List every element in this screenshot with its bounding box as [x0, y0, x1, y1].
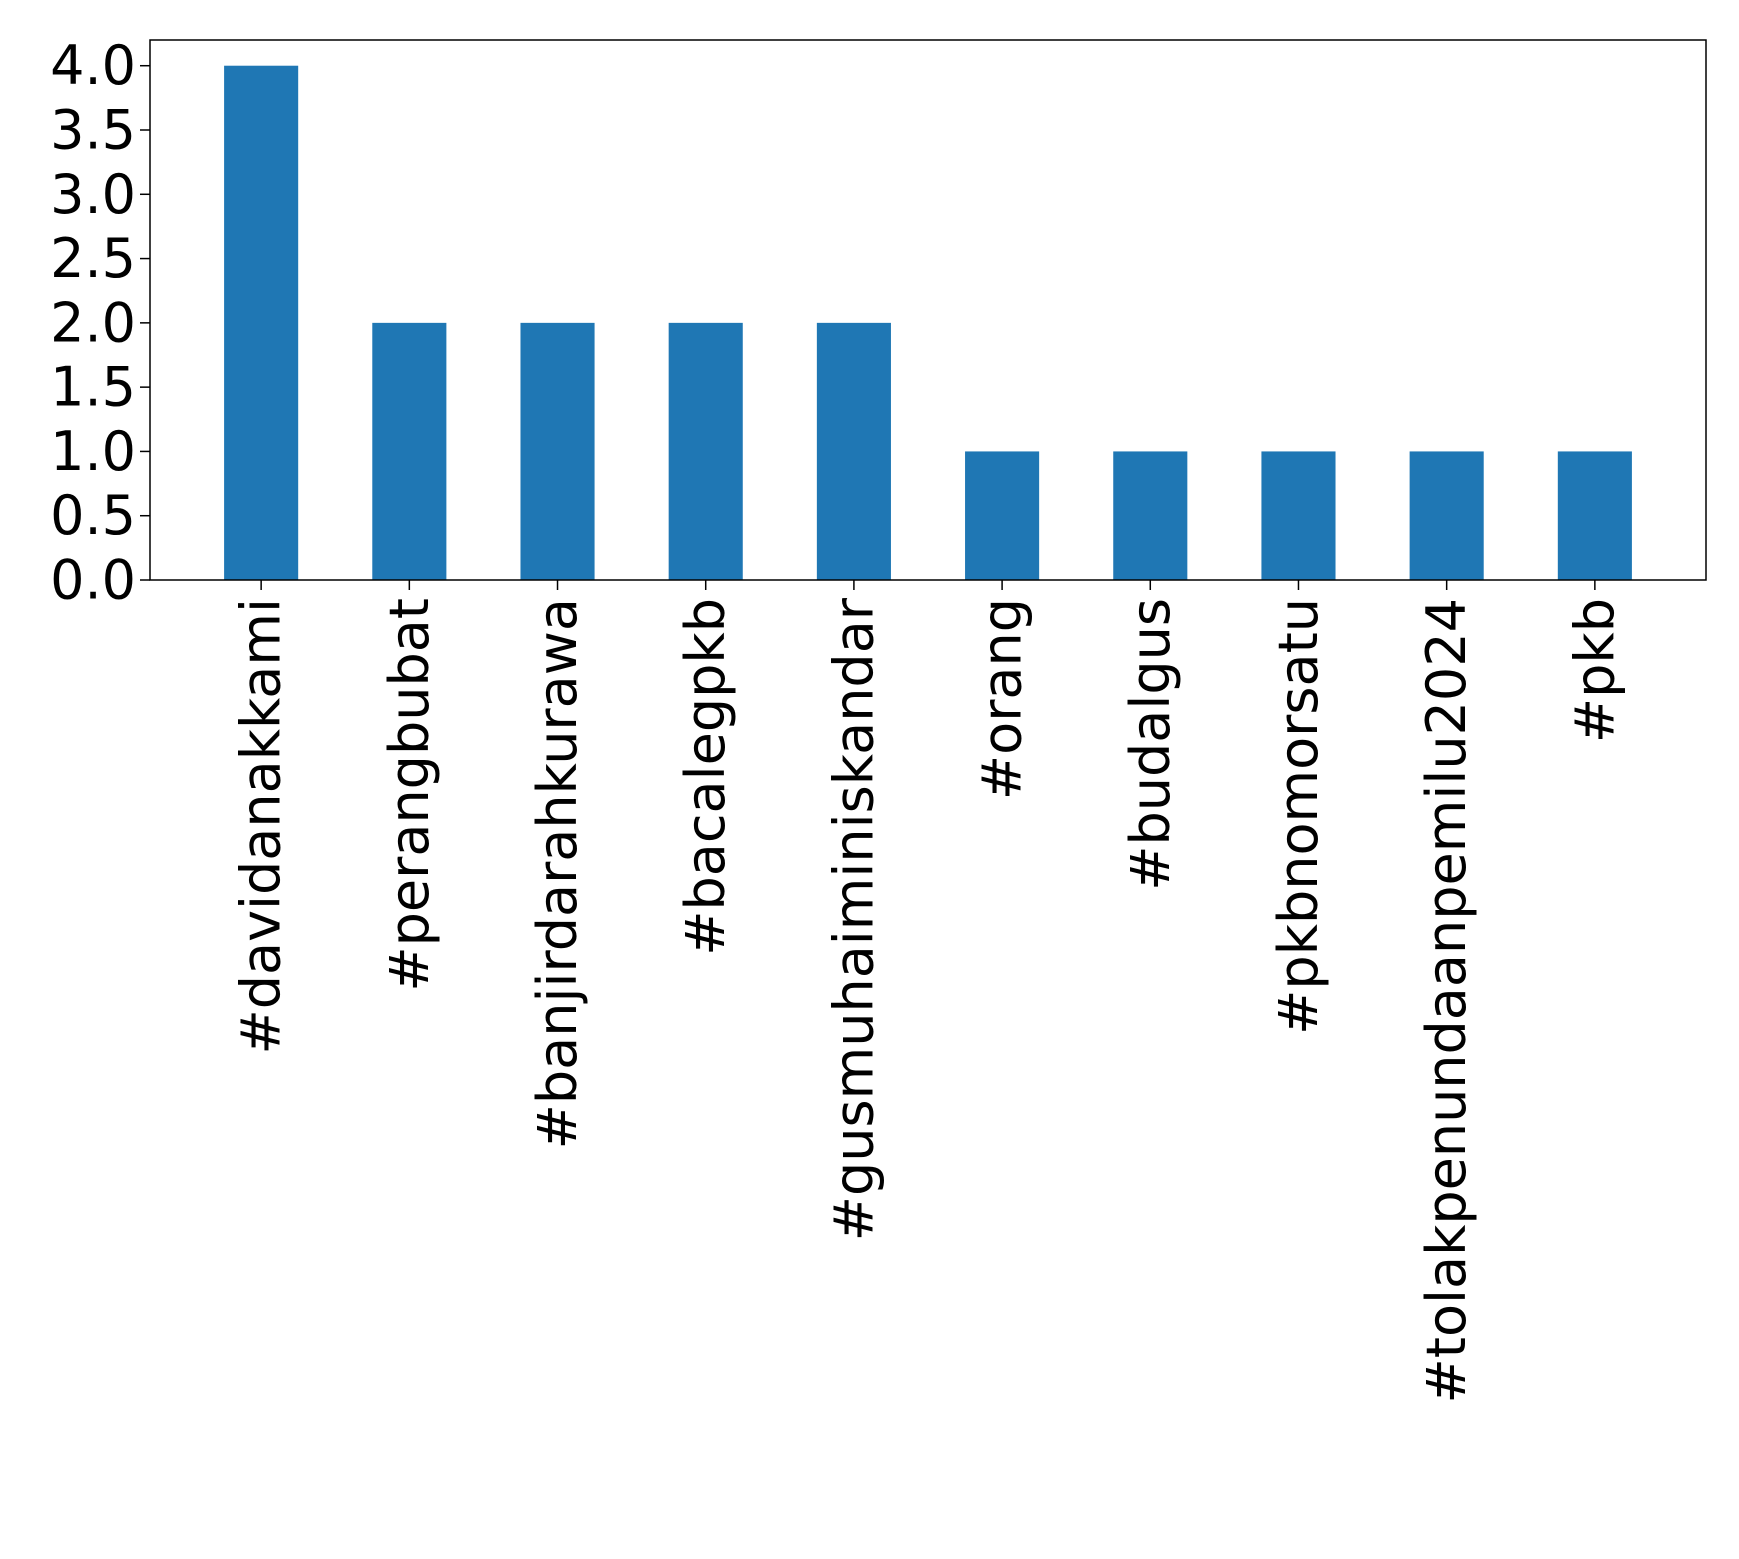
x-tick-label: #davidanakkami: [230, 598, 293, 1055]
y-tick-label: 3.5: [50, 99, 136, 162]
bar-bacalegpkb: [668, 322, 743, 580]
x-tick-label: #orang: [971, 598, 1034, 800]
x-axis: #davidanakkami #perangbubat #banjirdarahku…: [230, 580, 1626, 1403]
bar-orang: [965, 451, 1040, 580]
y-tick-label: 2.5: [50, 227, 136, 290]
x-tick-label: #pkb: [1563, 598, 1626, 743]
x-tick-label: #bacalegpkb: [674, 598, 737, 956]
y-tick-label: 3.0: [50, 163, 136, 226]
y-tick-label: 0.5: [50, 484, 136, 547]
y-axis: 0.00.51.01.52.02.53.03.54.0: [50, 34, 150, 612]
y-tick-label: 1.5: [50, 356, 136, 419]
bar-perangbubat: [372, 322, 447, 580]
bars: [224, 65, 1632, 580]
x-tick-label: #pkbnomorsatu: [1267, 598, 1330, 1035]
bar-banjirdarahkurawa: [520, 322, 595, 580]
x-tick-label: #banjirdarahkurawa: [526, 598, 589, 1149]
bar-davidanakkami: [224, 65, 299, 580]
y-tick-label: 2.0: [50, 291, 136, 354]
bar-gusmuhaiminiskandar: [816, 322, 891, 580]
bar-budalgus: [1113, 451, 1188, 580]
x-tick-label: #tolakpenundaanpemilu2024: [1415, 598, 1478, 1403]
bar-tolakpenundaanpemilu2024: [1409, 451, 1484, 580]
y-tick-label: 1.0: [50, 420, 136, 483]
x-tick-label: #budalgus: [1119, 598, 1182, 891]
y-tick-label: 0.0: [50, 549, 136, 612]
x-tick-label: #perangbubat: [378, 598, 441, 992]
x-tick-label: #gusmuhaiminiskandar: [822, 597, 885, 1241]
y-tick-label: 4.0: [50, 34, 136, 97]
plot-frame: [149, 39, 1707, 581]
bar-pkb: [1557, 451, 1632, 580]
bar-pkbnomorsatu: [1261, 451, 1336, 580]
